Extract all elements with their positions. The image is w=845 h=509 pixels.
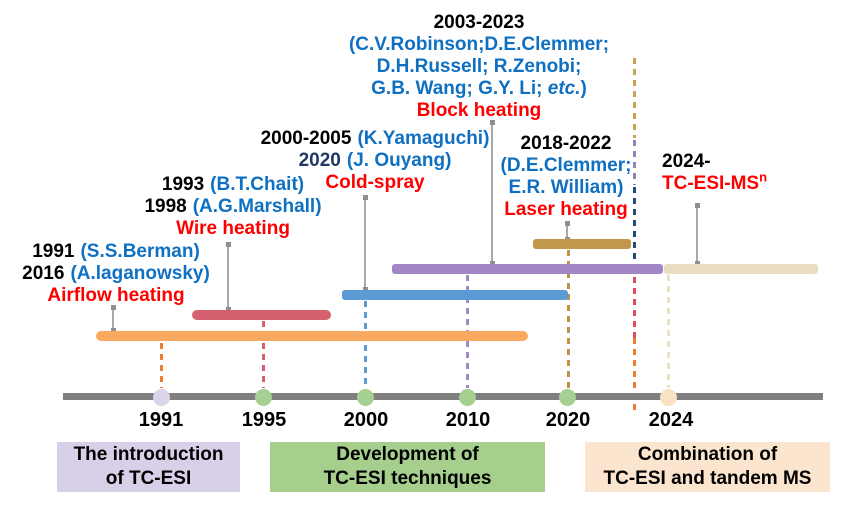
- year-text: 2020: [298, 150, 341, 171]
- authors-text-part: G.B. Wang; G.Y. Li;: [371, 78, 548, 99]
- authors-text: (D.E.Clemmer;: [500, 155, 632, 176]
- connector-cold-spray: [362, 195, 368, 292]
- authors-text: E.R. William): [508, 177, 624, 198]
- phase-box-introduction: The introduction of TC-ESI: [57, 442, 240, 492]
- annotation-line: 1991 (S.S.Berman): [22, 241, 210, 263]
- year-label-1995: 1995: [241, 409, 287, 431]
- airflow-heating-bar: [96, 331, 528, 341]
- drop-line-2024: [667, 275, 670, 388]
- laser-heating-bar: [533, 239, 631, 249]
- timeline-dot-2020: [559, 389, 576, 406]
- timeline-axis: [63, 393, 823, 400]
- phase-box-development: Development of TC-ESI techniques: [270, 442, 545, 492]
- timeline-dot-1991: [153, 389, 170, 406]
- divider-segment-tan: [633, 58, 636, 138]
- timeline-dot-2010: [459, 389, 476, 406]
- author-text: (K.Yamaguchi): [357, 128, 490, 149]
- authors-text: D.H.Russell; R.Zenobi;: [376, 56, 582, 77]
- technique-label: Laser heating: [504, 199, 628, 220]
- technique-label: TC-ESI-MSn: [662, 169, 768, 195]
- phase-text-line: Development of: [336, 444, 479, 465]
- technique-label: Cold-spray: [325, 172, 425, 193]
- authors-text: (C.V.Robinson;D.E.Clemmer;: [348, 34, 610, 55]
- technique-label-part: TC-ESI-MS: [662, 173, 760, 194]
- period-text: 2003-2023: [433, 12, 525, 33]
- timeline-dot-1995: [255, 389, 272, 406]
- year-label-2024: 2024: [648, 409, 694, 431]
- annotation-line: 1993 (B.T.Chait): [144, 174, 321, 196]
- annotation-airflow-heating: 1991 (S.S.Berman) 2016 (A.laganowsky) Airf…: [22, 241, 210, 307]
- year-text: 2000-2005: [260, 128, 352, 149]
- connector-airflow: [110, 305, 116, 333]
- annotation-line: 2020 (J. Ouyang): [261, 150, 490, 172]
- technique-label: Airflow heating: [47, 285, 185, 306]
- divider-segment-orange: [633, 338, 636, 412]
- annotation-wire-heating: 1993 (B.T.Chait) 1998 (A.G.Marshall) Wire …: [144, 174, 321, 240]
- annotation-cold-spray: 2000-2005 (K.Yamaguchi) 2020 (J. Ouyang) C…: [261, 128, 490, 194]
- authors-text: G.B. Wang; G.Y. Li; etc.): [349, 78, 609, 100]
- drop-line-2020: [567, 250, 570, 388]
- author-text: (J. Ouyang): [346, 150, 452, 171]
- phase-text-line: The introduction: [73, 444, 224, 465]
- superscript-n: n: [759, 169, 768, 185]
- tc-esi-msn-bar: [664, 264, 818, 274]
- annotation-block-heating: 2003-2023 (C.V.Robinson;D.E.Clemmer; D.H…: [349, 12, 609, 122]
- year-label-2010: 2010: [445, 409, 491, 431]
- wire-heating-bar: [192, 310, 331, 320]
- annotation-line: 2000-2005 (K.Yamaguchi): [261, 128, 490, 150]
- timeline-dot-2024: [660, 389, 677, 406]
- annotation-line: 1998 (A.G.Marshall): [144, 196, 321, 218]
- divider-segment-red: [633, 277, 636, 338]
- drop-line-1995: [262, 321, 265, 388]
- connector-wire: [225, 242, 231, 312]
- technique-label: Wire heating: [176, 218, 290, 239]
- year-text: 1998: [144, 196, 187, 217]
- annotation-tc-esi-msn: 2024- TC-ESI-MSn: [662, 151, 767, 195]
- year-label-2020: 2020: [545, 409, 591, 431]
- drop-line-1991: [160, 343, 163, 388]
- connector-tandem: [694, 203, 700, 266]
- year-label-2000: 2000: [343, 409, 389, 431]
- period-text: 2024-: [662, 151, 711, 172]
- author-text: (S.S.Berman): [80, 241, 200, 262]
- technique-label: Block heating: [416, 100, 542, 121]
- timeline-dot-2000: [357, 389, 374, 406]
- phase-text-line: TC-ESI and tandem MS: [603, 468, 812, 489]
- divider-segment-purple: [633, 140, 636, 185]
- connector-block: [489, 120, 495, 266]
- annotation-line: 2016 (A.laganowsky): [22, 263, 210, 285]
- year-text: 1993: [161, 174, 205, 195]
- phase-text-line: TC-ESI techniques: [323, 468, 492, 489]
- authors-text-part: ): [580, 78, 587, 99]
- phase-box-combination: Combination of TC-ESI and tandem MS: [585, 442, 830, 492]
- author-text: (A.laganowsky): [70, 263, 210, 284]
- year-text: 2016: [22, 263, 65, 284]
- author-text: (A.G.Marshall): [192, 196, 322, 217]
- phase-text-line: of TC-ESI: [105, 468, 192, 489]
- year-text: 1991: [32, 241, 75, 262]
- year-label-1991: 1991: [138, 409, 184, 431]
- divider-segment-navy: [633, 187, 636, 262]
- drop-line-2000: [364, 301, 367, 388]
- author-text: (B.T.Chait): [210, 174, 305, 195]
- connector-laser: [564, 221, 570, 242]
- block-heating-bar: [392, 264, 663, 274]
- annotation-laser-heating: 2018-2022 (D.E.Clemmer; E.R. William) La…: [501, 133, 632, 221]
- etc-text: etc.: [547, 78, 581, 99]
- period-text: 2018-2022: [520, 133, 612, 154]
- cold-spray-bar: [342, 290, 568, 300]
- phase-text-line: Combination of: [637, 444, 778, 465]
